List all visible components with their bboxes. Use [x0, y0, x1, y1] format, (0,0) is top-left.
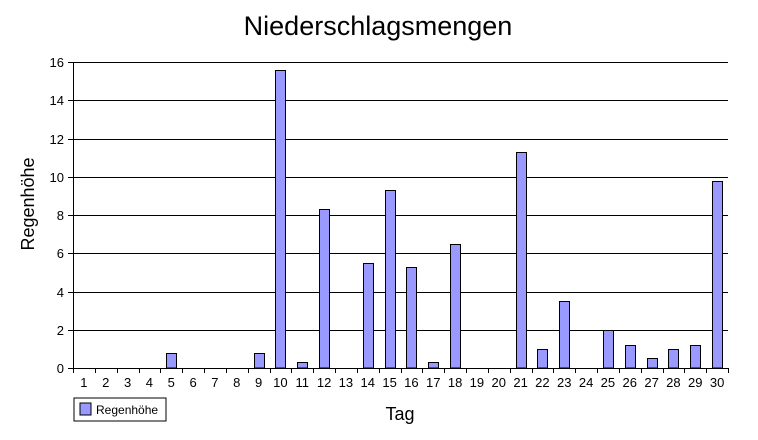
x-tick-label: 18: [448, 375, 462, 390]
x-tick-label: 10: [273, 375, 287, 390]
axes: [73, 62, 728, 369]
bar-day-26: [625, 345, 636, 369]
x-tick-label: 28: [666, 375, 680, 390]
x-tick-label: 19: [470, 375, 484, 390]
x-tick-label: 1: [80, 375, 87, 390]
y-axis-label: Regenhöhe: [18, 157, 38, 250]
x-tick-label: 13: [339, 375, 353, 390]
legend-swatch: [79, 402, 92, 416]
y-axis-ticks: 0 2 4 6 8 10 12 14 16: [50, 55, 73, 376]
y-tick-label: 10: [50, 170, 64, 185]
x-tick-label: 22: [535, 375, 549, 390]
x-tick-label: 25: [601, 375, 615, 390]
x-tick-label: 5: [168, 375, 175, 390]
bar-day-18: [450, 244, 461, 369]
x-tick-label: 14: [361, 375, 375, 390]
bar-day-15: [385, 190, 396, 369]
y-tick-label: 14: [50, 93, 64, 108]
y-tick-label: 8: [57, 208, 64, 223]
bar-day-29: [690, 345, 701, 369]
x-axis-label: Tag: [385, 404, 414, 424]
x-tick-label: 27: [644, 375, 658, 390]
x-tick-label: 3: [124, 375, 131, 390]
chart-title: Niederschlagsmengen: [244, 11, 513, 41]
bar-day-16: [406, 267, 417, 369]
y-tick-label: 16: [50, 55, 64, 70]
x-axis-ticks: 1 2 3 4 5 6 7 8 9 10 11 12 13 14 15 16 17 18 19 20 21 22 23 24 2…: [73, 368, 729, 390]
x-tick-label: 16: [404, 375, 418, 390]
x-tick-label: 8: [233, 375, 240, 390]
y-tick-label: 6: [57, 246, 64, 261]
x-tick-label: 12: [317, 375, 331, 390]
bar-day-11: [297, 362, 308, 369]
x-tick-label: 11: [296, 375, 310, 390]
bar-day-22: [537, 349, 548, 369]
bar-day-17: [428, 362, 439, 369]
bars: [166, 70, 723, 369]
bar-day-10: [275, 70, 286, 369]
bar-day-30: [712, 181, 723, 369]
bar-day-9: [254, 353, 265, 369]
bar-day-5: [166, 353, 177, 369]
x-tick-label: 4: [146, 375, 153, 390]
x-tick-label: 29: [688, 375, 702, 390]
x-tick-label: 7: [211, 375, 218, 390]
bar-day-21: [516, 152, 527, 369]
legend-box: [73, 397, 167, 422]
bar-day-23: [559, 301, 570, 369]
x-tick-label: 9: [255, 375, 262, 390]
x-tick-label: 21: [513, 375, 527, 390]
bar-day-14: [363, 263, 374, 369]
x-tick-label: 17: [426, 375, 440, 390]
x-tick-label: 23: [557, 375, 571, 390]
y-tick-label: 0: [57, 361, 64, 376]
x-tick-label: 24: [579, 375, 593, 390]
x-tick-label: 15: [382, 375, 396, 390]
x-tick-label: 6: [189, 375, 196, 390]
bar-day-27: [647, 358, 658, 369]
y-tick-label: 2: [57, 323, 64, 338]
x-tick-label: 26: [623, 375, 637, 390]
x-tick-label: 20: [492, 375, 506, 390]
y-tick-label: 12: [50, 132, 64, 147]
bar-day-28: [668, 349, 679, 369]
gridlines: [73, 62, 728, 331]
legend: Regenhöhe: [73, 397, 167, 422]
bar-day-25: [603, 330, 614, 369]
bar-day-12: [319, 209, 330, 369]
y-tick-label: 4: [57, 285, 64, 300]
x-tick-label: 30: [710, 375, 724, 390]
x-tick-label: 2: [102, 375, 109, 390]
legend-label: Regenhöhe: [96, 403, 158, 417]
